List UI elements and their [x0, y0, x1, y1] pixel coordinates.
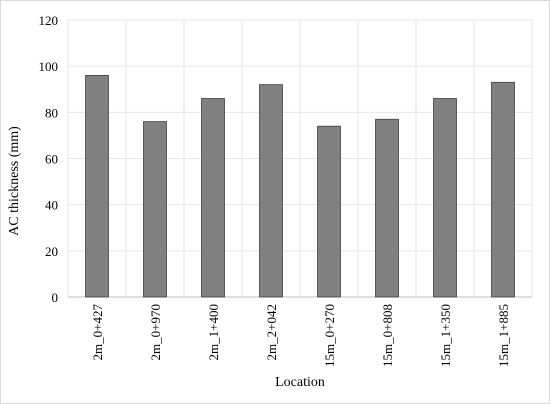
x-tick-label: 15m_1+885	[496, 304, 511, 367]
bar-2m_1+400	[201, 98, 225, 298]
x-tick-label: 2m_2+042	[264, 304, 279, 360]
bar-2m_2+042	[259, 84, 283, 298]
bar-15m_0+808	[375, 118, 399, 298]
gridlines	[67, 19, 533, 298]
bars	[85, 75, 515, 298]
bar-2m_0+427	[85, 75, 109, 298]
x-tick-label: 15m_0+808	[380, 304, 395, 367]
bar-2m_0+970	[143, 121, 167, 298]
x-axis-label: Location	[275, 375, 325, 390]
y-tick-label: 60	[45, 152, 58, 167]
bar-15m_1+885	[491, 81, 515, 298]
x-tick-label: 2m_0+970	[148, 304, 163, 360]
y-tick-label: 40	[45, 198, 58, 213]
bar-15m_0+270	[317, 125, 341, 298]
y-tick-label: 20	[45, 244, 58, 259]
y-axis-label: AC thickness (mm)	[7, 126, 22, 236]
x-tick-labels: 2m_0+427 2m_0+970 2m_1+400 2m_2+042 15m_0+27…	[90, 304, 511, 367]
y-tick-label: 120	[39, 13, 59, 28]
y-tick-label: 100	[39, 59, 59, 74]
y-tick-label: 0	[52, 290, 59, 305]
x-tick-label: 15m_1+350	[438, 304, 453, 367]
bar-15m_1+350	[433, 98, 457, 298]
x-tick-label: 15m_0+270	[322, 304, 337, 367]
y-tick-label: 80	[45, 105, 58, 120]
x-tick-label: 2m_1+400	[206, 304, 221, 360]
y-tick-labels: 0 20 40 60 80 100 120	[39, 13, 59, 305]
x-tick-label: 2m_0+427	[90, 304, 105, 361]
